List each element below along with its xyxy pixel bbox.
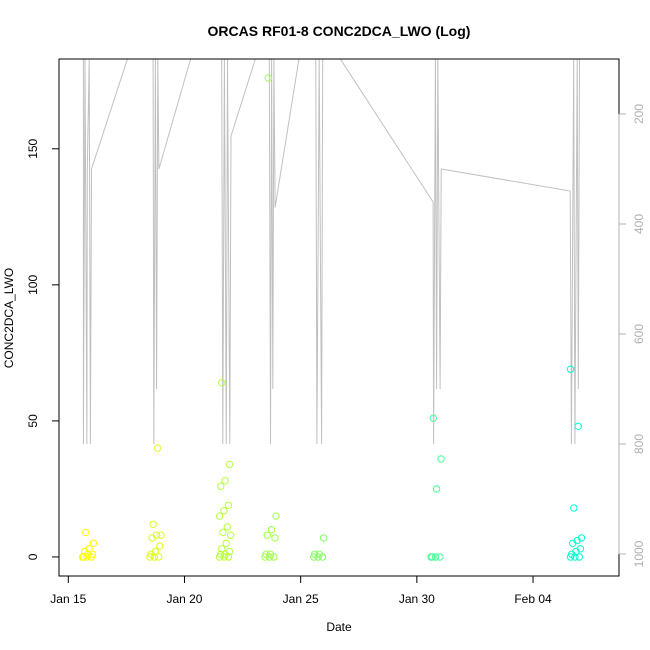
y-tick-label: 100 bbox=[26, 275, 40, 295]
y-tick-label: 0 bbox=[26, 553, 40, 560]
y-axis-label: CONC2DCA_LWO bbox=[2, 268, 16, 368]
chart-title: ORCAS RF01-8 CONC2DCA_LWO (Log) bbox=[208, 23, 471, 39]
data-point bbox=[566, 365, 575, 373]
data-point bbox=[155, 553, 163, 561]
data-point bbox=[431, 553, 440, 561]
data-point bbox=[575, 553, 583, 561]
data-point bbox=[221, 477, 229, 485]
x-tick-label: Jan 30 bbox=[399, 592, 435, 606]
data-point bbox=[82, 528, 90, 537]
data-point bbox=[157, 531, 165, 539]
data-point bbox=[577, 534, 586, 542]
data-point bbox=[156, 542, 164, 550]
y-tick-label: 50 bbox=[26, 414, 40, 428]
y-axis-right: 200 400 600 800 1000 bbox=[618, 104, 646, 567]
right-tick-label: 400 bbox=[632, 214, 646, 234]
altitude-track-layer bbox=[82, 59, 580, 445]
right-tick-label: 600 bbox=[632, 324, 646, 344]
data-point bbox=[151, 547, 160, 556]
data-points-layer bbox=[78, 74, 586, 561]
data-point bbox=[428, 553, 436, 561]
x-axis: Jan 15 Jan 20 Jan 25 Jan 30 Feb 04 bbox=[50, 575, 552, 606]
data-point bbox=[262, 550, 270, 558]
data-point bbox=[311, 550, 319, 558]
x-axis-label: Date bbox=[326, 620, 352, 634]
data-point bbox=[264, 74, 272, 82]
data-point bbox=[225, 547, 234, 556]
data-point bbox=[224, 501, 233, 509]
data-point bbox=[271, 534, 279, 542]
y-axis: 0 50 100 150 bbox=[26, 138, 60, 560]
data-point bbox=[319, 534, 328, 542]
x-tick-label: Feb 04 bbox=[514, 592, 552, 606]
data-point bbox=[218, 545, 226, 553]
data-point bbox=[570, 504, 578, 512]
data-point bbox=[85, 545, 93, 553]
data-point bbox=[217, 550, 225, 558]
data-point bbox=[220, 507, 228, 515]
x-tick-label: Jan 20 bbox=[166, 592, 202, 606]
x-tick-label: Jan 25 bbox=[283, 592, 319, 606]
y-tick-label: 150 bbox=[26, 138, 40, 158]
right-tick-label: 200 bbox=[632, 104, 646, 124]
data-point bbox=[149, 520, 157, 528]
data-point bbox=[222, 539, 230, 547]
data-point bbox=[263, 531, 271, 539]
data-point bbox=[223, 523, 232, 531]
right-tick-label: 1000 bbox=[632, 540, 646, 567]
data-point bbox=[266, 550, 275, 558]
data-point bbox=[272, 512, 280, 520]
data-point bbox=[576, 545, 585, 553]
x-tick-label: Jan 15 bbox=[50, 592, 86, 606]
data-point bbox=[152, 531, 161, 539]
data-point bbox=[432, 485, 441, 493]
data-point bbox=[226, 531, 235, 539]
right-tick-label: 800 bbox=[632, 434, 646, 454]
altitude-track-line bbox=[82, 59, 580, 445]
data-point bbox=[88, 550, 97, 558]
data-point bbox=[89, 539, 98, 547]
data-point bbox=[225, 460, 234, 469]
data-point bbox=[436, 553, 444, 561]
data-point bbox=[153, 444, 162, 452]
data-point bbox=[315, 550, 323, 558]
data-point bbox=[217, 482, 225, 490]
data-point bbox=[219, 528, 227, 537]
data-point bbox=[215, 512, 224, 520]
data-point bbox=[429, 414, 437, 422]
data-point bbox=[437, 455, 445, 463]
data-point bbox=[218, 379, 226, 387]
data-point bbox=[574, 422, 582, 430]
data-point bbox=[267, 526, 276, 534]
